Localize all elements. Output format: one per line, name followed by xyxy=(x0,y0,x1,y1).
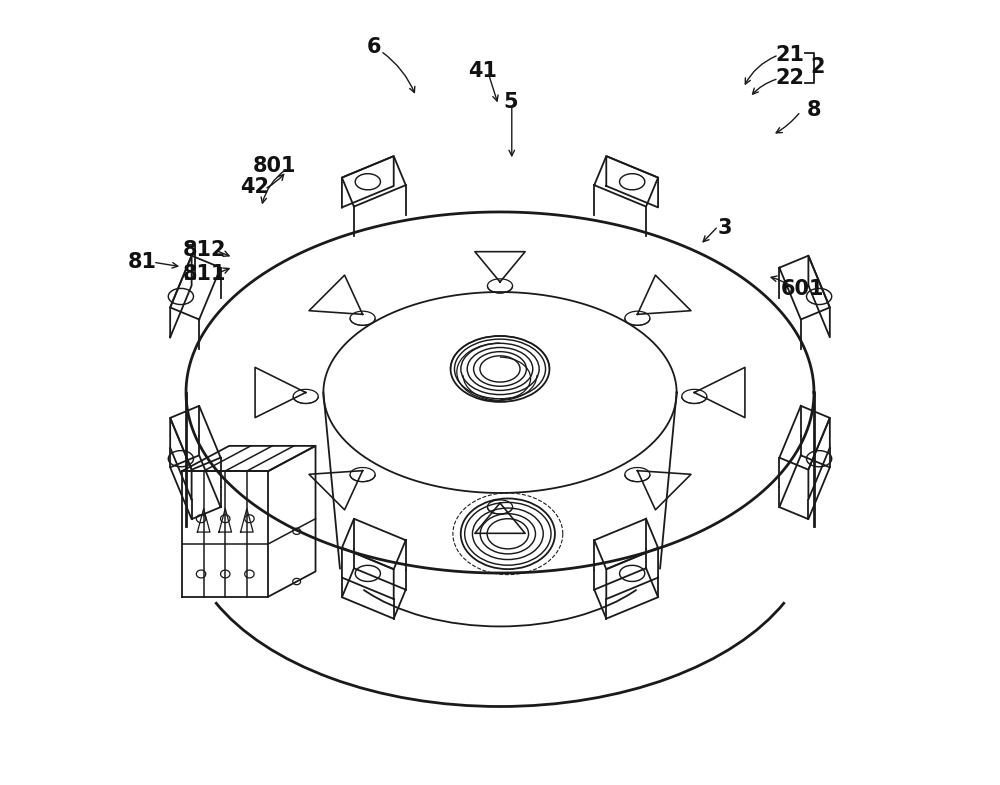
Text: 3: 3 xyxy=(717,217,732,238)
Text: 22: 22 xyxy=(775,68,804,89)
Text: 8: 8 xyxy=(807,100,821,120)
Text: 41: 41 xyxy=(468,60,497,81)
Text: 601: 601 xyxy=(780,279,824,299)
Text: 812: 812 xyxy=(183,240,227,261)
Text: 5: 5 xyxy=(504,92,518,112)
Text: 42: 42 xyxy=(241,177,270,197)
Text: 81: 81 xyxy=(128,252,157,272)
Text: 6: 6 xyxy=(367,37,382,57)
Text: 801: 801 xyxy=(253,155,296,176)
Text: 21: 21 xyxy=(775,45,804,65)
Text: 2: 2 xyxy=(811,57,825,77)
Text: 811: 811 xyxy=(183,264,227,284)
